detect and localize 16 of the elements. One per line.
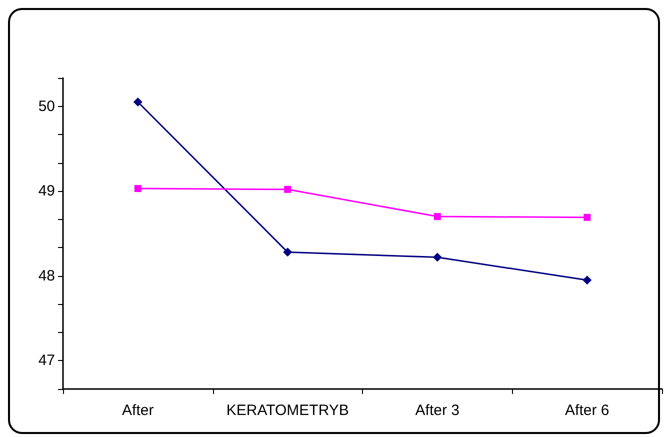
point	[582, 276, 592, 285]
y-tick-label: 47	[38, 352, 55, 370]
x-tick-label: After	[122, 402, 154, 419]
point	[134, 185, 142, 192]
x-tick-label: After 3	[415, 402, 460, 419]
y-tick-label: 49	[38, 182, 55, 200]
point	[432, 252, 442, 262]
point	[133, 98, 142, 107]
point	[283, 248, 292, 257]
point	[434, 213, 441, 220]
point	[284, 186, 292, 193]
x-tick-label: KERATOMETRYB	[226, 402, 349, 419]
y-tick-label: 48	[38, 267, 55, 284]
point	[584, 214, 591, 221]
y-tick-label: 50	[38, 98, 55, 115]
x-tick-label: After 6	[565, 402, 610, 419]
